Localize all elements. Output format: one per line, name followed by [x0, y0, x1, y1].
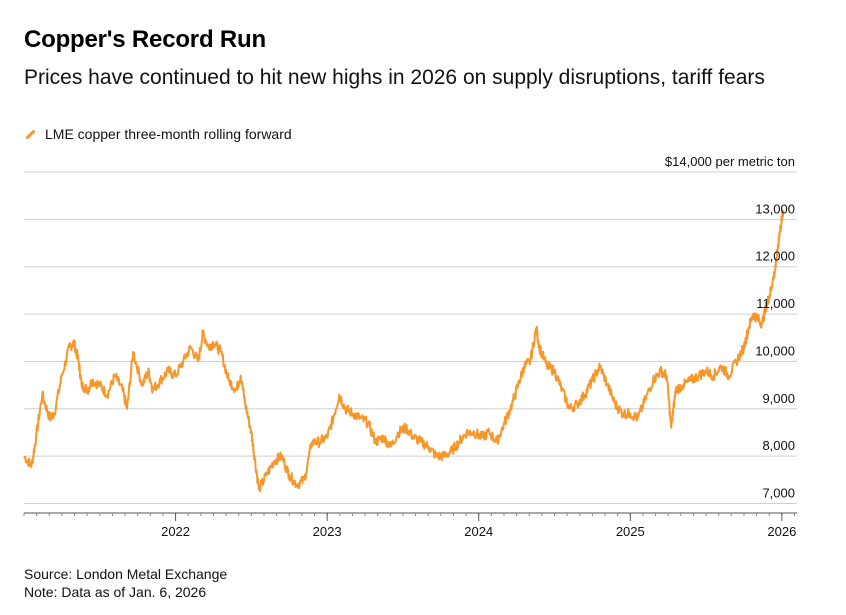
x-tick-label: 2025 — [616, 524, 645, 539]
legend-label: LME copper three-month rolling forward — [45, 126, 292, 142]
tick-labels: 7,000 8,000 9,000 10,000 11,000 12,000 13,000 $… — [161, 154, 796, 539]
x-tick-label: 2024 — [464, 524, 493, 539]
y-tick-label: 11,000 — [756, 296, 795, 311]
gridlines — [24, 171, 797, 505]
series-line-copper — [23, 209, 785, 493]
data-note: Note: Data as of Jan. 6, 2026 — [24, 584, 207, 600]
y-tick-label: 9,000 — [762, 391, 795, 406]
y-tick-label: 10,000 — [755, 343, 795, 358]
x-tick-label: 2023 — [313, 524, 342, 539]
chart-subtitle: Prices have continued to hit new highs i… — [24, 66, 765, 89]
y-tick-label: 8,000 — [762, 438, 795, 453]
source-note: Source: London Metal Exchange — [24, 566, 228, 582]
chart-title: Copper's Record Run — [24, 26, 266, 53]
axes — [23, 512, 797, 521]
y-tick-label: 7,000 — [762, 486, 795, 501]
x-tick-label: 2026 — [767, 524, 796, 539]
series-layer — [23, 209, 785, 493]
x-tick-label: 2022 — [161, 524, 190, 539]
footer: Source: London Metal Exchange Note: Data… — [24, 565, 227, 601]
y-tick-label: 12,000 — [755, 249, 795, 264]
legend: LME copper three-month rolling forward — [24, 126, 292, 142]
y-tick-label: 13,000 — [755, 201, 795, 216]
y-tick-label: $14,000 per metric ton — [665, 154, 795, 169]
